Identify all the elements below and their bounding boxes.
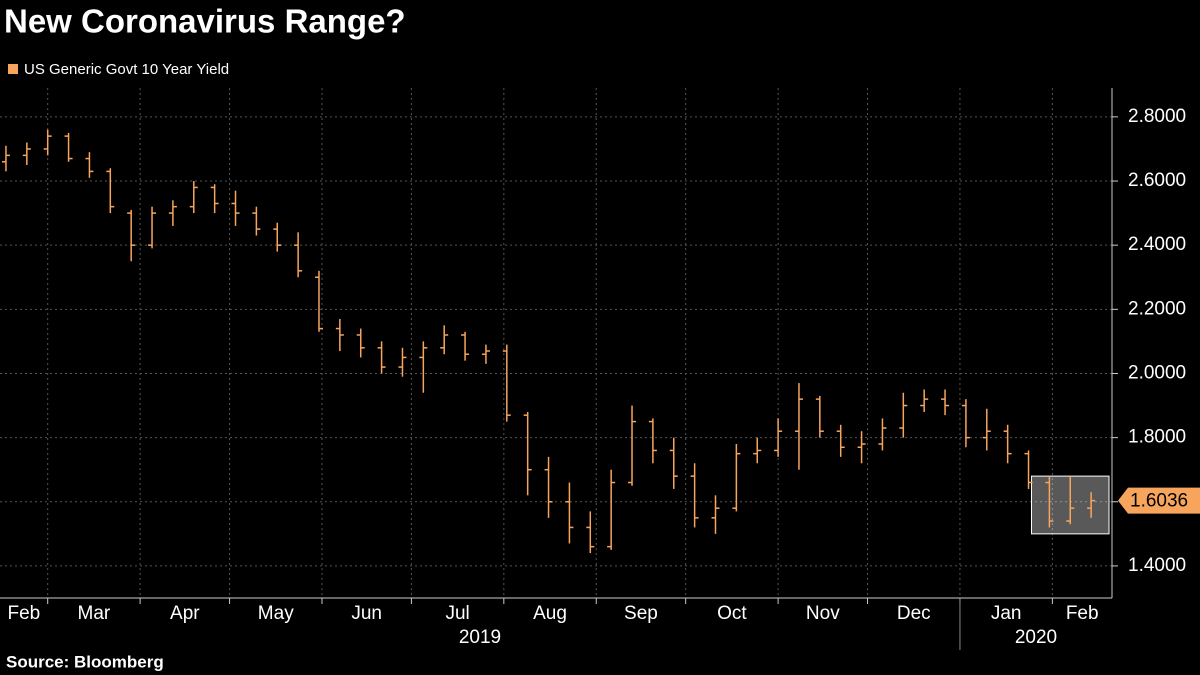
x-tick-label: May xyxy=(258,603,294,624)
last-value-tag xyxy=(1118,487,1200,514)
chart-title: New Coronavirus Range? xyxy=(4,3,406,40)
year-label: 2019 xyxy=(459,627,501,648)
last-value-label: 1.6036 xyxy=(1130,491,1188,512)
y-tick-label: 2.4000 xyxy=(1128,234,1186,255)
x-tick-label: Apr xyxy=(170,603,200,624)
x-tick-label: Aug xyxy=(533,603,567,624)
x-tick-label: Jul xyxy=(445,603,469,624)
y-tick-label: 2.0000 xyxy=(1128,362,1186,383)
y-tick-label: 2.6000 xyxy=(1128,170,1186,191)
source: Source: Bloomberg xyxy=(6,652,164,671)
x-tick-label: Feb xyxy=(7,603,40,624)
x-tick-label: Dec xyxy=(897,603,931,624)
legend-swatch xyxy=(8,64,18,74)
x-tick-label: Jun xyxy=(351,603,382,624)
y-tick-label: 1.8000 xyxy=(1128,427,1186,448)
y-tick-label: 1.4000 xyxy=(1128,555,1186,576)
y-tick-label: 2.8000 xyxy=(1128,106,1186,127)
y-tick-label: 2.2000 xyxy=(1128,298,1186,319)
x-tick-label: Oct xyxy=(717,603,747,624)
legend: US Generic Govt 10 Year Yield xyxy=(8,61,229,78)
x-tick-label: Sep xyxy=(624,603,658,624)
legend-label: US Generic Govt 10 Year Yield xyxy=(24,61,229,78)
x-tick-label: Nov xyxy=(806,603,840,624)
x-tick-label: Mar xyxy=(78,603,111,624)
year-label: 2020 xyxy=(1015,627,1057,648)
x-tick-label: Jan xyxy=(991,603,1022,624)
x-tick-label: Feb xyxy=(1066,603,1099,624)
